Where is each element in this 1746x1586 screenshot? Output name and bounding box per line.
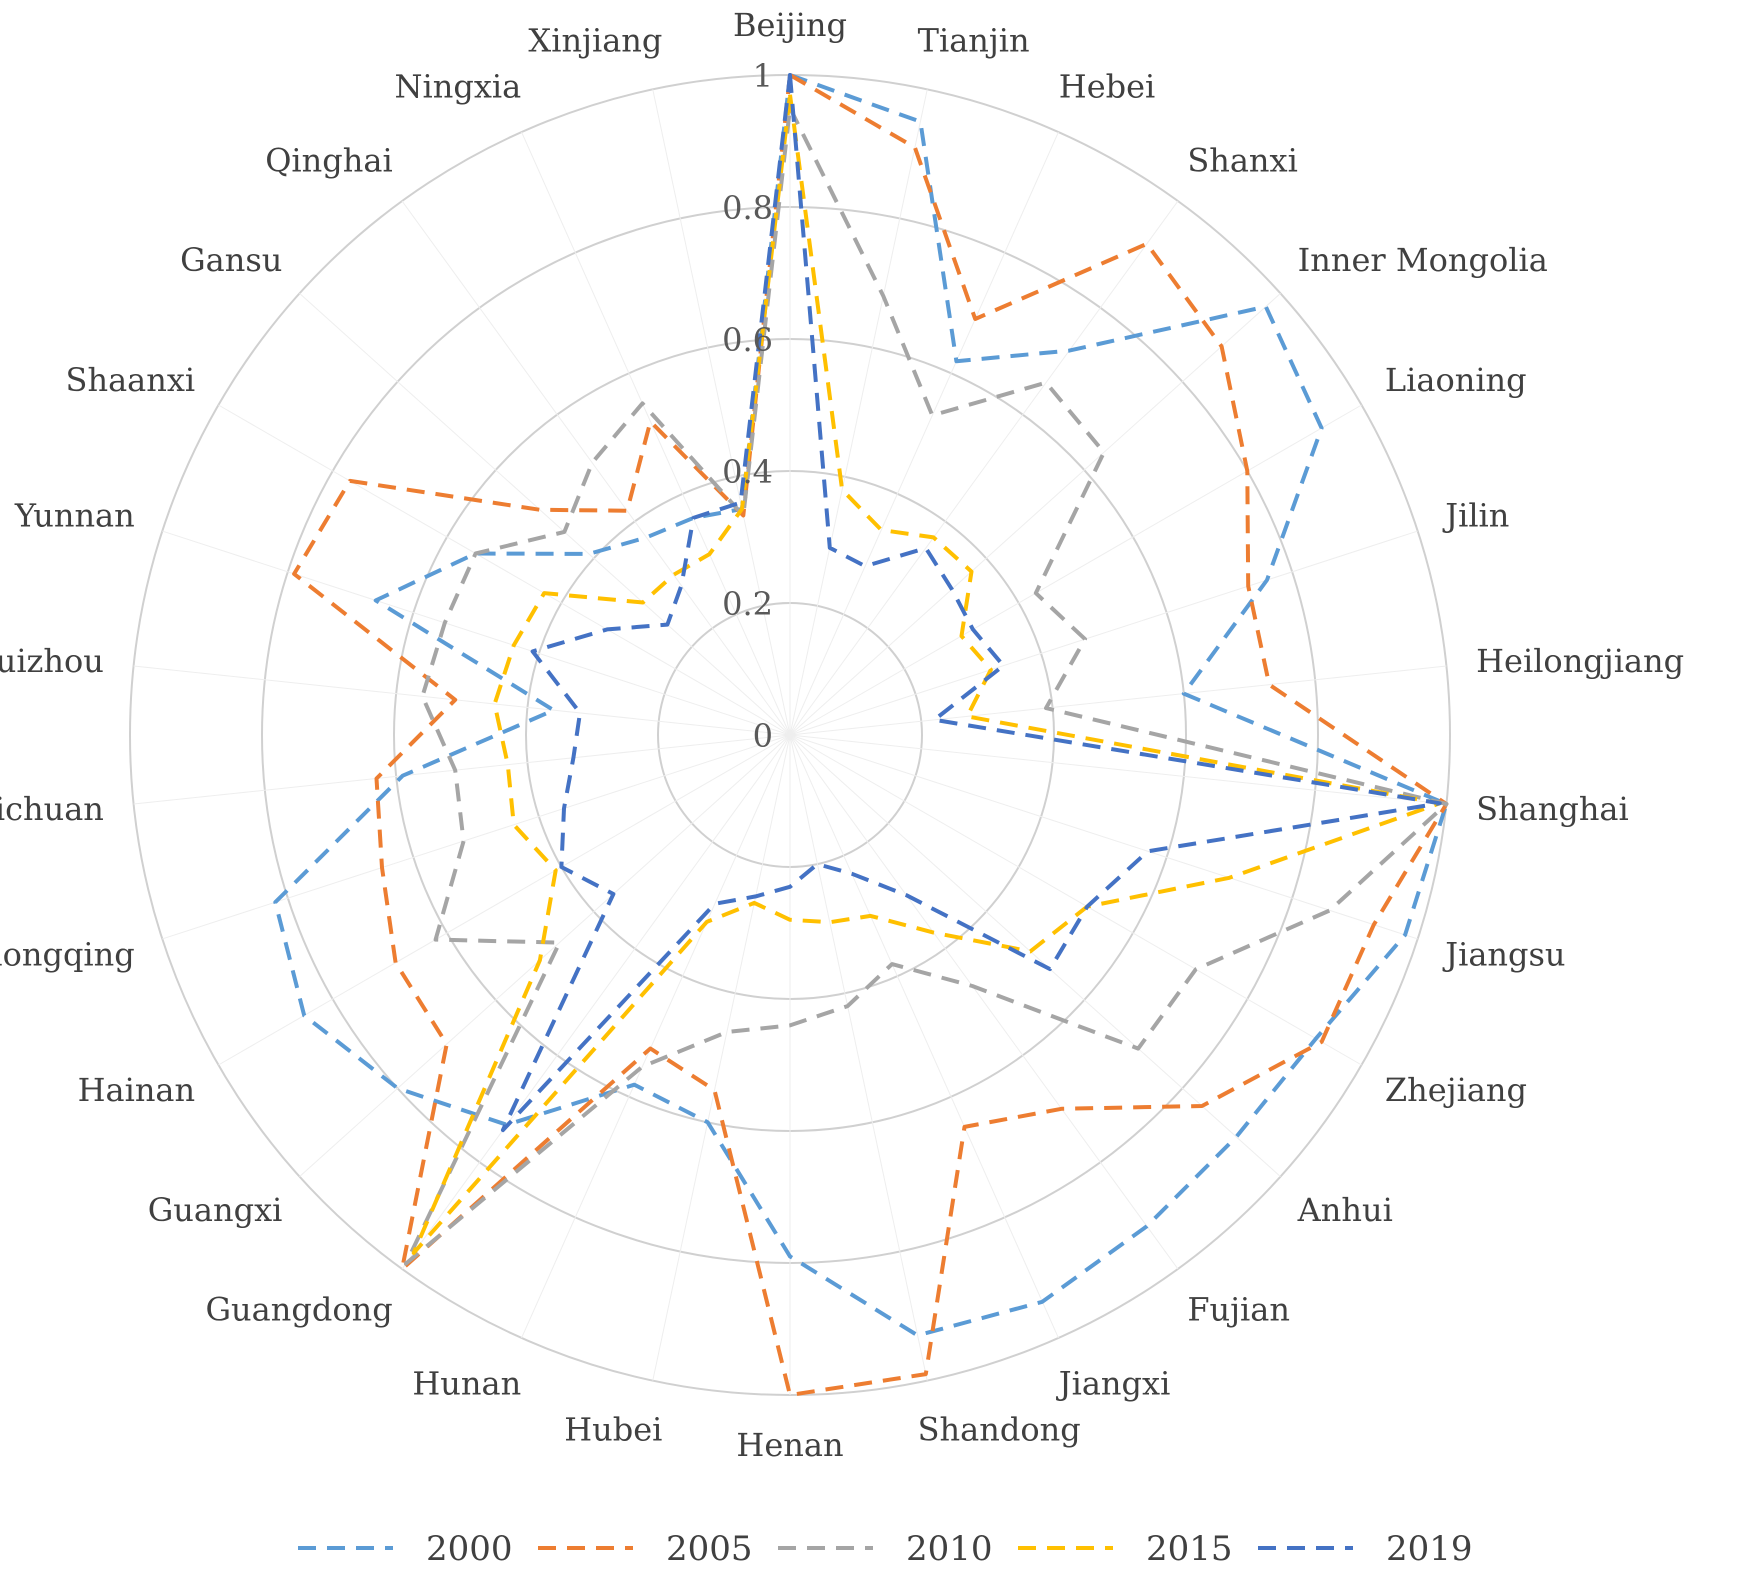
tick-label-0-2: 0.2	[722, 585, 773, 623]
category-label-henan: Henan	[736, 1426, 843, 1464]
spoke-qinghai	[401, 200, 791, 736]
category-label-heilongjiang: Heilongjiang	[1476, 642, 1684, 680]
category-label-guangdong: Guangdong	[205, 1290, 392, 1328]
spoke-liaoning	[789, 404, 1362, 736]
spoke-sichuan	[133, 734, 791, 805]
spoke-inner-mongolia	[789, 293, 1281, 736]
legend-label-2005: 2005	[666, 1529, 753, 1569]
tick-label-0-4: 0.4	[722, 453, 773, 491]
series-2015-line	[411, 92, 1442, 1255]
category-label-liaoning: Liaoning	[1385, 361, 1527, 399]
series-2005-line	[292, 73, 1449, 1397]
spoke-hebei	[789, 131, 1059, 736]
spoke-shanxi	[789, 200, 1179, 736]
category-label-chongqing: chongqing	[0, 935, 135, 973]
tick-label-0-6: 0.6	[722, 321, 773, 359]
legend-item-2019: 2019	[1258, 1529, 1473, 1569]
legend-item-2010: 2010	[778, 1529, 993, 1569]
spoke-yunnan	[162, 530, 791, 736]
spoke-chongqing	[162, 734, 791, 940]
spoke-hainan	[218, 734, 791, 1066]
legend-item-2000: 2000	[298, 1529, 513, 1569]
legend-label-2000: 2000	[426, 1529, 513, 1569]
tick-label-0: 0	[753, 717, 773, 755]
category-labels: Beijing Tianjin Hebei Shanxi Inner Mongolia L…	[0, 6, 1684, 1464]
spoke-anhui	[789, 734, 1281, 1177]
tick-label-1: 1	[753, 57, 773, 95]
category-label-inner-mongolia: Inner Mongolia	[1298, 241, 1548, 279]
category-label-fujian: Fujian	[1187, 1290, 1290, 1328]
category-label-shandong: Shandong	[918, 1410, 1081, 1448]
spoke-jilin	[789, 530, 1418, 736]
legend: 2000 2005 2010 2015 2019	[298, 1529, 1473, 1569]
spoke-jiangsu	[789, 734, 1418, 940]
category-label-zhejiang: Zhejiang	[1385, 1071, 1527, 1109]
category-label-hainan: Hainan	[78, 1071, 196, 1109]
spoke-zhejiang	[789, 734, 1362, 1066]
spoke-guangxi	[299, 734, 791, 1177]
legend-label-2019: 2019	[1386, 1529, 1473, 1569]
category-label-guizhou: Guizhou	[0, 642, 104, 680]
radar-series-group	[273, 73, 1449, 1397]
radar-spokes	[133, 75, 1447, 1395]
category-label-shanxi: Shanxi	[1187, 142, 1298, 180]
tick-label-0-8: 0.8	[722, 189, 773, 227]
spoke-jiangxi	[789, 734, 1059, 1339]
spoke-hubei	[652, 734, 791, 1381]
spoke-hunan	[521, 734, 791, 1339]
category-label-tianjin: Tianjin	[918, 22, 1030, 60]
category-label-shanghai: Shanghai	[1476, 790, 1629, 828]
series-2019-line	[500, 73, 1442, 1133]
spoke-ningxia	[521, 131, 791, 736]
category-label-qinghai: Qinghai	[265, 142, 392, 180]
category-label-beijing: Beijing	[733, 6, 847, 44]
category-label-hunan: Hunan	[412, 1365, 521, 1403]
spoke-fujian	[789, 734, 1179, 1270]
spoke-shandong	[789, 734, 928, 1381]
legend-item-2015: 2015	[1018, 1529, 1233, 1569]
spoke-gansu	[299, 293, 791, 736]
category-label-ningxia: Ningxia	[395, 67, 522, 105]
series-2010-line	[403, 106, 1449, 1266]
spoke-shaanxi	[218, 404, 791, 736]
category-label-guangxi: Guangxi	[148, 1191, 283, 1229]
category-label-jiangsu: Jiangsu	[1442, 935, 1565, 973]
series-2000-line	[273, 73, 1449, 1338]
category-label-gansu: Gansu	[180, 241, 282, 279]
spoke-shanghai	[789, 734, 1447, 805]
spoke-tianjin	[789, 89, 928, 736]
category-label-hebei: Hebei	[1059, 67, 1156, 105]
category-label-yunnan: Yunnan	[14, 497, 135, 535]
legend-item-2005: 2005	[538, 1529, 753, 1569]
category-label-jilin: Jilin	[1442, 497, 1509, 535]
legend-label-2010: 2010	[906, 1529, 993, 1569]
legend-label-2015: 2015	[1146, 1529, 1233, 1569]
category-label-xinjiang: Xinjiang	[528, 22, 662, 60]
category-label-hubei: Hubei	[564, 1410, 662, 1448]
category-label-sichuan: Sichuan	[0, 790, 104, 828]
spoke-guangdong	[401, 734, 791, 1270]
radial-tick-labels: 0 0.2 0.4 0.6 0.8 1	[722, 57, 773, 755]
spoke-guizhou	[133, 665, 791, 736]
spoke-xinjiang	[652, 89, 791, 736]
spoke-heilongjiang	[789, 665, 1447, 736]
category-label-shaanxi: Shaanxi	[66, 361, 196, 399]
category-label-jiangxi: Jiangxi	[1056, 1365, 1171, 1403]
category-label-anhui: Anhui	[1297, 1191, 1393, 1229]
